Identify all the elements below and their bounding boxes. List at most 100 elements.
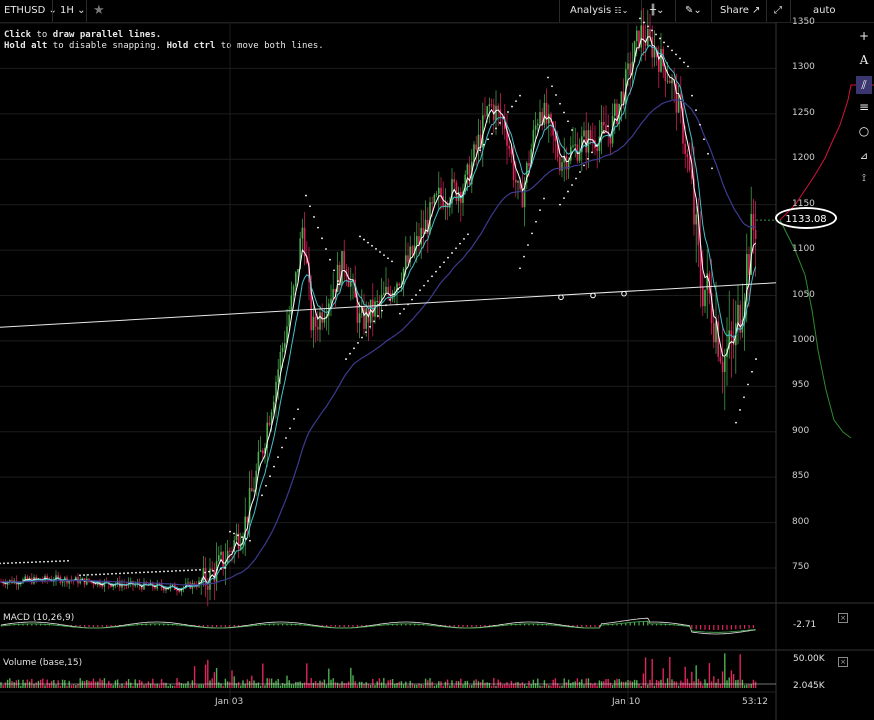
macd-histogram-bar [238,625,240,627]
candle-body [552,122,554,136]
volume-bar [699,681,702,688]
price-axis-label: 950 [792,380,810,391]
psar-dot [187,569,189,572]
candle-body [286,326,288,344]
candle-body [559,157,561,171]
macd-histogram-bar [321,625,323,627]
psar-dot [107,573,109,575]
share-button[interactable]: Share ↗ [720,0,760,22]
candles-icon[interactable]: ╫⌄ [650,5,665,16]
price-axis-label: 900 [792,425,810,436]
psar-dot [447,256,449,259]
volume-bar [303,682,306,688]
magnet-icon[interactable]: ⟟ [862,173,866,184]
macd-histogram-bar [185,624,187,626]
macd-line [0,617,756,635]
psar-dot [359,235,361,238]
macd-histogram-bar [748,625,750,629]
macd-histogram-bar [9,624,11,626]
analysis-button[interactable]: Analysis ☷⌄ [570,0,628,22]
macd-histogram-bar [141,623,143,626]
x-tick-label: Jan 10 [612,697,641,707]
macd-histogram-bar [106,625,108,627]
volume-bar [638,683,640,688]
candle-body [405,255,407,269]
macd-histogram-bar [198,625,200,627]
candle-body [90,581,92,583]
macd-histogram-bar [550,624,552,626]
volume-bar [702,685,704,688]
volume-bar [550,685,552,688]
psar-dot [555,94,557,96]
volume-bar [125,681,128,688]
volume-bar [86,680,88,688]
pencil-icon[interactable]: ✎⌄ [685,5,702,16]
volume-bar [259,685,262,688]
candle-body [508,145,510,149]
parallel-lines-icon[interactable]: ⫽ [856,76,872,94]
candle-body [341,251,343,286]
volume-bar [4,682,7,688]
psar-dot [83,574,85,576]
candle-body [233,540,235,552]
psar-dot [583,164,585,167]
volume-bar [627,679,629,688]
macd-histogram-bar [4,624,6,626]
volume-bar [719,683,722,688]
candle-body [449,203,451,208]
interval-selector[interactable]: 1H ⌄ [60,0,85,22]
macd-histogram-bar [299,624,301,626]
volume-bar [88,680,90,688]
candle-body [387,286,389,294]
candle-body [281,347,284,352]
measure-icon[interactable]: ⊿ [859,151,869,162]
macd-histogram-bar [365,625,367,627]
candle-body [506,128,508,146]
volume-bar [204,664,207,688]
text-icon[interactable]: A [859,53,869,67]
price-axis-label: 1100 [792,244,815,255]
volume-bar [651,658,653,688]
auto-scale-button[interactable]: auto [813,5,836,16]
candle-body [482,115,484,148]
candle-body [328,303,330,316]
psar-dot [245,538,247,540]
fullscreen-icon[interactable]: ⤢ [774,5,782,16]
volume-bar [220,683,222,688]
volume-bar [376,681,378,688]
macd-histogram-bar [123,625,125,626]
psar-dot [95,573,97,576]
close-icon[interactable]: × [838,657,848,667]
crosshair-icon[interactable]: + [858,29,870,43]
circle-icon[interactable]: ○ [858,124,870,138]
psar-dot [293,417,295,420]
volume-bar [57,680,59,688]
candle-body [253,489,255,492]
symbol-selector[interactable]: ETHUSD ⌄ [4,0,57,22]
candle-body [68,580,70,584]
volume-bar [387,680,389,688]
share-icon: ↗ [752,5,761,16]
volume-bar [559,685,561,688]
macd-histogram-bar [383,624,385,626]
candle-body [682,108,684,144]
candle-body [295,272,297,287]
volume-bar [226,681,229,688]
macd-histogram-bar [466,625,468,627]
candle-body [649,28,651,37]
psar-dot [229,530,231,533]
candle-body [339,264,341,286]
psar-dot [431,275,433,278]
volume-bar [2,685,4,688]
menu-icon[interactable]: ≡ [858,100,870,114]
close-icon[interactable]: × [838,613,848,623]
candle-body [515,179,517,183]
macd-histogram-bar [682,624,684,626]
volume-bar [400,681,403,688]
psar-dot [439,266,441,268]
star-icon[interactable]: ★ [93,3,105,18]
macd-histogram-bar [290,623,292,626]
candle-body [473,144,475,162]
macd-histogram-bar [150,623,152,626]
